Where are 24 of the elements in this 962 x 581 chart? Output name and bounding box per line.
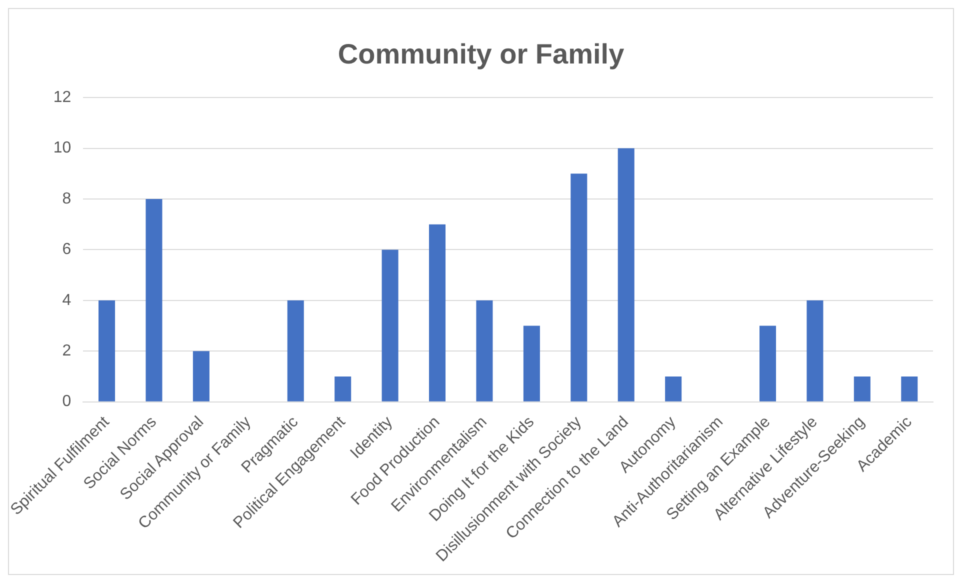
bar bbox=[523, 326, 540, 402]
bar bbox=[901, 376, 918, 402]
bar bbox=[334, 376, 352, 402]
bar bbox=[759, 326, 776, 402]
y-tick-label: 2 bbox=[62, 342, 72, 360]
bar bbox=[665, 376, 682, 402]
y-tick-label: 6 bbox=[62, 241, 72, 258]
bar bbox=[382, 250, 398, 402]
bar bbox=[570, 174, 588, 402]
bar bbox=[98, 300, 116, 402]
chart-title: Community or Family bbox=[338, 38, 625, 70]
bar bbox=[429, 224, 446, 402]
y-tick-label: 10 bbox=[53, 140, 72, 157]
y-tick-label: 12 bbox=[53, 89, 72, 106]
y-tick-label: 0 bbox=[62, 393, 72, 410]
y-tick-label: 8 bbox=[62, 190, 72, 208]
y-tick-label: 4 bbox=[62, 292, 72, 309]
bar bbox=[618, 148, 634, 402]
bar bbox=[287, 300, 304, 402]
bar bbox=[806, 300, 824, 402]
bar bbox=[476, 300, 493, 402]
bar bbox=[146, 199, 162, 402]
bar bbox=[854, 376, 870, 402]
bar bbox=[192, 351, 210, 402]
